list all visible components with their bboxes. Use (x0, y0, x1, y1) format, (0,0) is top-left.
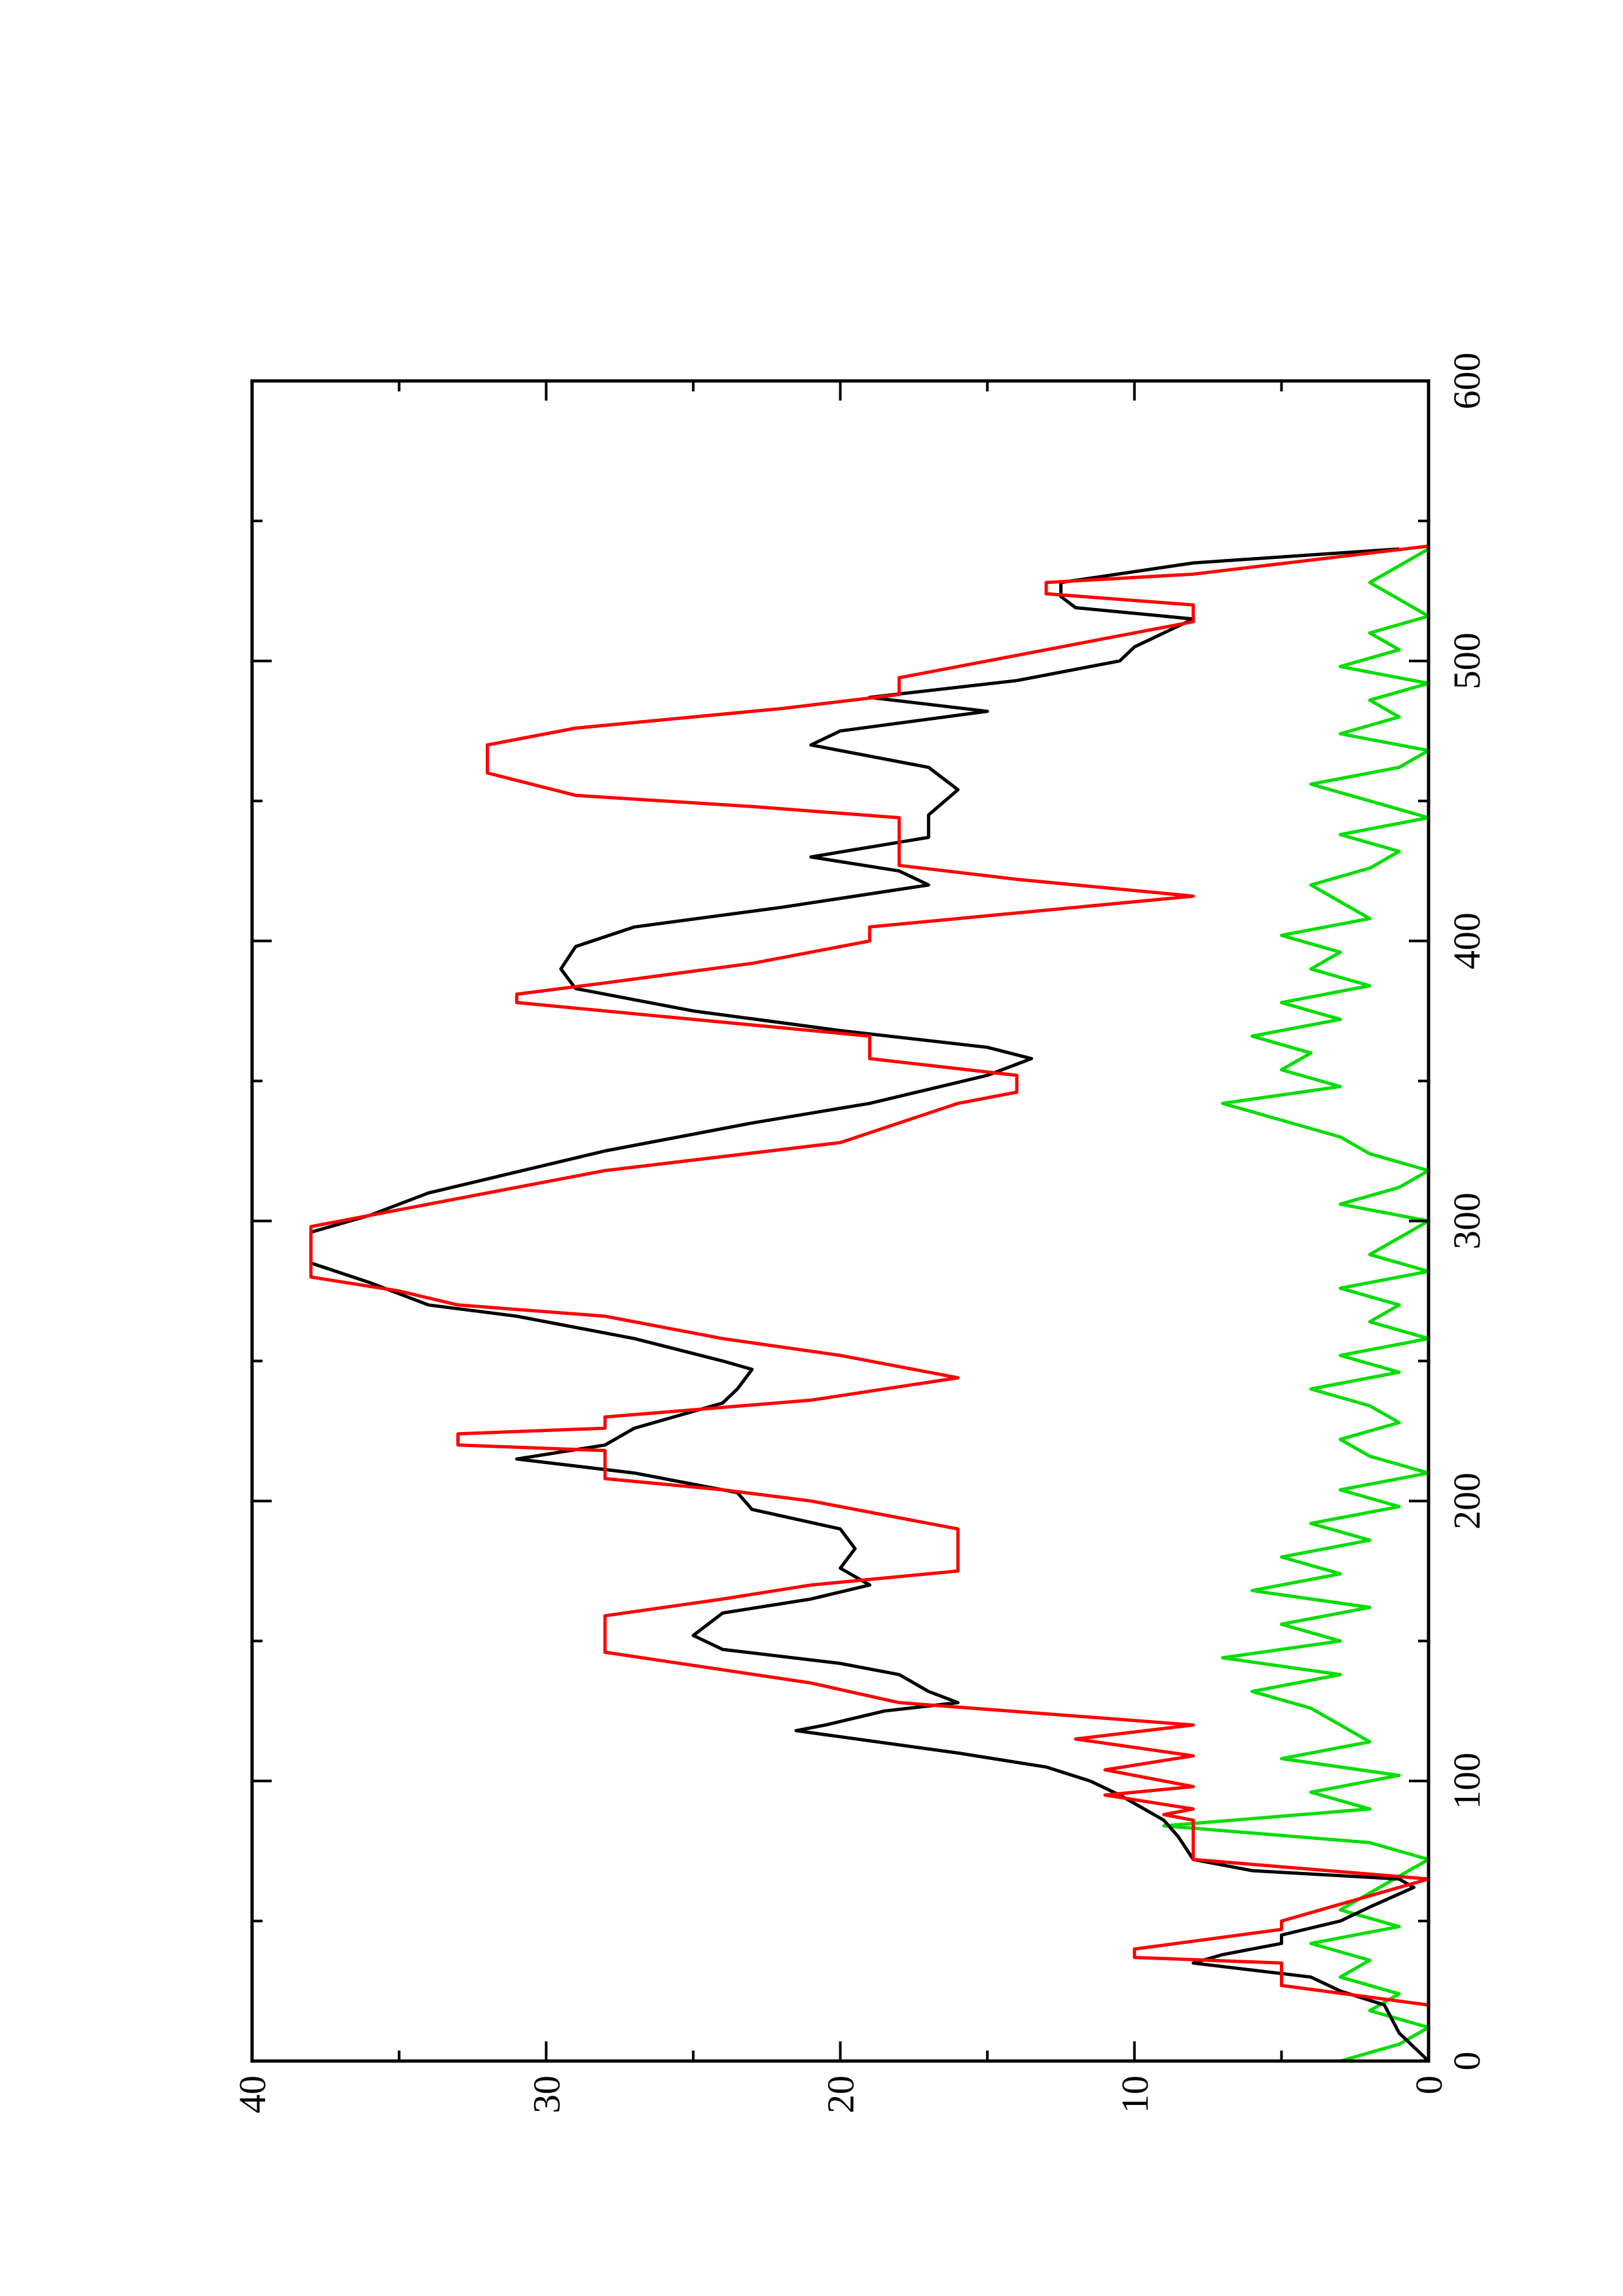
y-tick-label: 20 (820, 2075, 862, 2113)
x-tick-label: 100 (1446, 1753, 1488, 1810)
data-line (309, 547, 1430, 2062)
x-tick-label: 0 (1446, 2052, 1488, 2071)
plot-frame (250, 379, 1431, 2063)
x-tick-label: 300 (1446, 1193, 1488, 1249)
x-tick-label: 400 (1446, 912, 1488, 969)
x-tick-label: 500 (1446, 632, 1488, 689)
x-tick-label: 200 (1446, 1473, 1488, 1530)
plot-area: 0 100 200 300 400 500 600 0 10 20 30 40 (231, 353, 1488, 2114)
y-tick-label: 0 (1408, 2075, 1450, 2094)
data-line (309, 544, 1431, 2061)
x-tick-label: 600 (1446, 353, 1488, 410)
y-tick-label: 10 (1114, 2075, 1156, 2113)
y-tick-label: 40 (231, 2075, 274, 2113)
y-tick-label: 30 (525, 2075, 568, 2113)
data-line (1162, 547, 1431, 2063)
